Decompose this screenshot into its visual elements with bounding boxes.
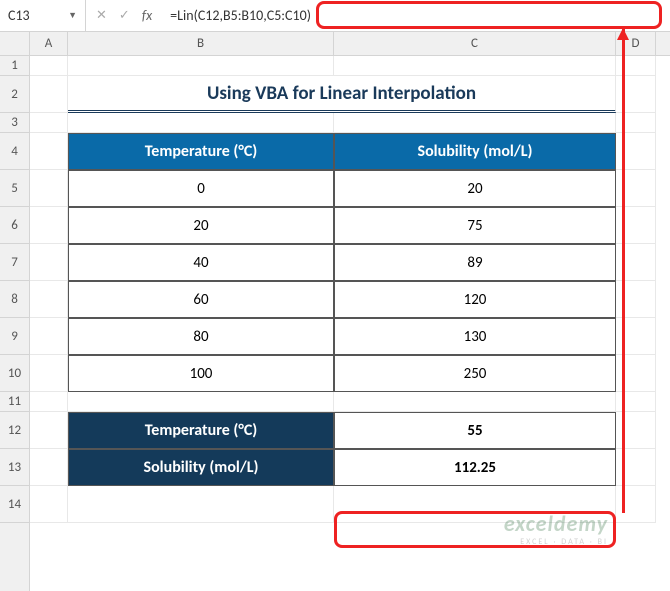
cell[interactable] [68,486,334,523]
cell[interactable] [30,486,68,523]
cell[interactable] [334,56,616,76]
cell[interactable] [616,318,656,355]
table-header-sol[interactable]: Solubility (mol/L) [334,133,616,170]
table-cell[interactable]: 20 [68,207,334,244]
cell[interactable] [616,170,656,207]
cell[interactable] [616,412,656,449]
cancel-icon[interactable]: ✕ [96,8,107,23]
cell[interactable] [30,355,68,392]
table-cell[interactable]: 75 [334,207,616,244]
grid-area: A B C D Using VBA for Linear Interpolati… [30,32,670,591]
table-cell[interactable]: 100 [68,355,334,392]
cell[interactable] [68,56,334,76]
cell[interactable] [30,318,68,355]
row-header[interactable]: 14 [0,486,29,523]
formula-input[interactable]: =Lin(C12,B5:B10,C5:C10) [162,0,670,31]
row-header[interactable]: 8 [0,281,29,318]
title-cell[interactable]: Using VBA for Linear Interpolation [68,76,616,113]
cell[interactable] [334,113,616,133]
select-all-corner[interactable] [0,32,29,56]
cell[interactable] [68,113,334,133]
cell[interactable] [616,281,656,318]
table-cell[interactable]: 120 [334,281,616,318]
name-box-dropdown-icon[interactable]: ▼ [68,10,77,21]
row-header[interactable]: 9 [0,318,29,355]
row-header[interactable]: 13 [0,449,29,486]
input-value-temp[interactable]: 55 [334,412,616,449]
row-header[interactable]: 11 [0,392,29,412]
cell[interactable] [30,133,68,170]
cell[interactable] [30,207,68,244]
formula-text: =Lin(C12,B5:B10,C5:C10) [170,7,311,24]
table-cell[interactable]: 20 [334,170,616,207]
row-header[interactable]: 3 [0,113,29,133]
cell[interactable] [334,392,616,412]
table-cell[interactable]: 80 [68,318,334,355]
row-header[interactable]: 7 [0,244,29,281]
cells-container: Using VBA for Linear Interpolation Tempe… [30,56,670,523]
row-headers: 1 2 3 4 5 6 7 8 9 10 11 12 13 14 [0,32,30,591]
cell[interactable] [616,244,656,281]
row-header[interactable]: 4 [0,133,29,170]
cell[interactable] [616,207,656,244]
cell[interactable] [616,133,656,170]
row-header[interactable]: 1 [0,56,29,76]
row-header[interactable]: 10 [0,355,29,392]
cell[interactable] [30,412,68,449]
row-header[interactable]: 2 [0,76,29,113]
table-cell[interactable]: 40 [68,244,334,281]
formula-bar: C13 ▼ ✕ ✓ fx =Lin(C12,B5:B10,C5:C10) [0,0,670,32]
cell[interactable] [616,392,656,412]
cell[interactable] [616,486,656,523]
row-header[interactable]: 6 [0,207,29,244]
col-header[interactable]: B [68,32,334,55]
table-cell[interactable]: 130 [334,318,616,355]
input-label-sol[interactable]: Solubility (mol/L) [68,449,334,486]
table-cell[interactable]: 0 [68,170,334,207]
fx-icon[interactable]: fx [142,7,152,24]
col-header[interactable]: C [334,32,616,55]
row-header[interactable]: 12 [0,412,29,449]
cell[interactable] [616,355,656,392]
table-header-temp[interactable]: Temperature (°C) [68,133,334,170]
cell[interactable] [30,449,68,486]
formula-bar-icons: ✕ ✓ fx [86,7,162,24]
cell[interactable] [30,170,68,207]
col-header[interactable]: D [616,32,656,55]
table-cell[interactable]: 60 [68,281,334,318]
table-cell[interactable]: 89 [334,244,616,281]
name-box-value: C13 [8,7,30,24]
cell[interactable] [334,486,616,523]
cell[interactable] [30,281,68,318]
col-header[interactable]: A [30,32,68,55]
cell[interactable] [30,392,68,412]
cell[interactable] [30,244,68,281]
row-header[interactable]: 5 [0,170,29,207]
confirm-icon[interactable]: ✓ [119,8,130,23]
input-label-temp[interactable]: Temperature (°C) [68,412,334,449]
cell[interactable] [616,449,656,486]
cell[interactable] [30,113,68,133]
result-value-sol[interactable]: 112.25 [334,449,616,486]
cell[interactable] [616,113,656,133]
column-headers: A B C D [30,32,670,56]
spreadsheet: 1 2 3 4 5 6 7 8 9 10 11 12 13 14 A B C D… [0,32,670,591]
cell[interactable] [30,76,68,113]
cell[interactable] [30,56,68,76]
table-cell[interactable]: 250 [334,355,616,392]
cell[interactable] [68,392,334,412]
name-box[interactable]: C13 ▼ [0,0,86,31]
cell[interactable] [616,56,656,76]
cell[interactable] [616,76,656,113]
